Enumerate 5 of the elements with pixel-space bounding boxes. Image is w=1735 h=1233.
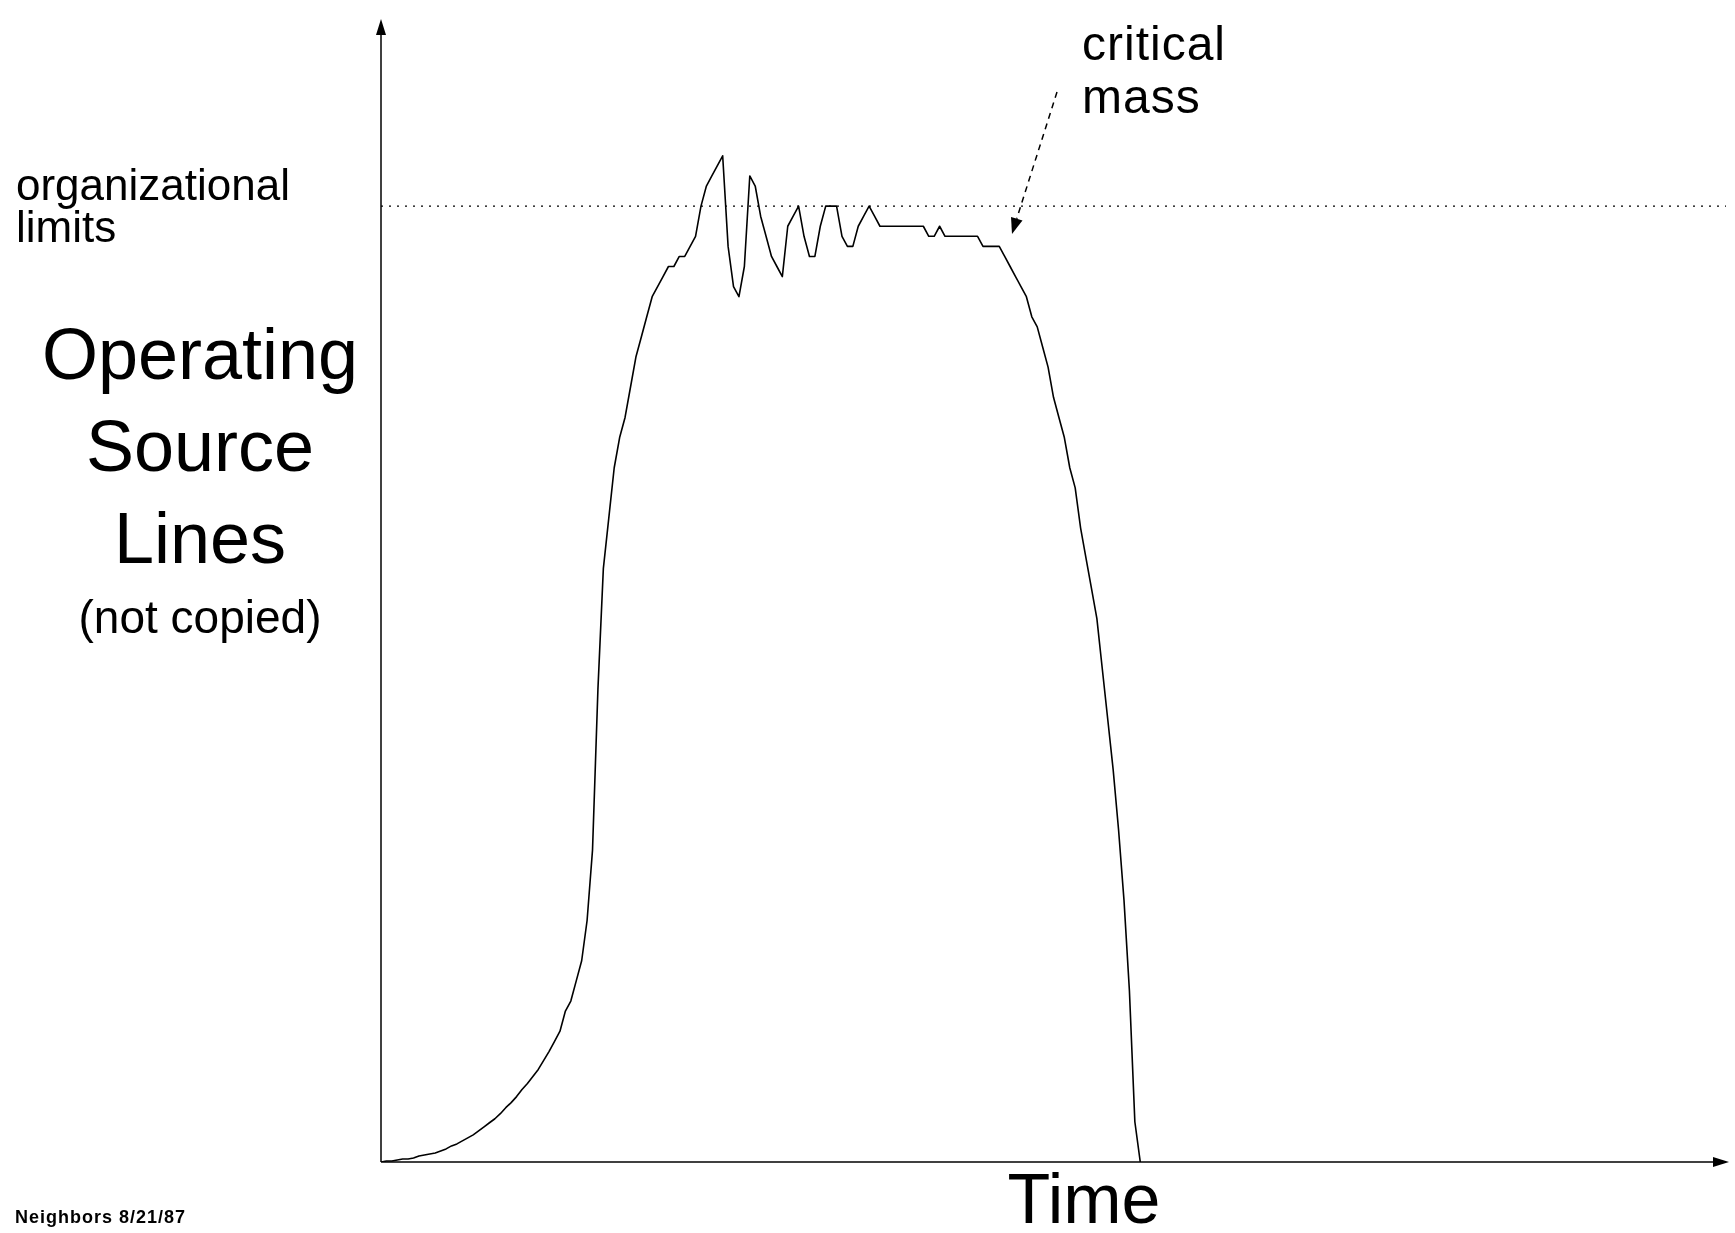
text: Neighbors 8/21/87 <box>15 1207 187 1227</box>
text: critical mass <box>1082 17 1227 124</box>
x-axis-title: Time <box>1006 1160 1162 1233</box>
y-axis-title: Operating Source Lines (not copied) <box>40 314 360 643</box>
ref-line-label: organizational limits <box>16 160 291 251</box>
